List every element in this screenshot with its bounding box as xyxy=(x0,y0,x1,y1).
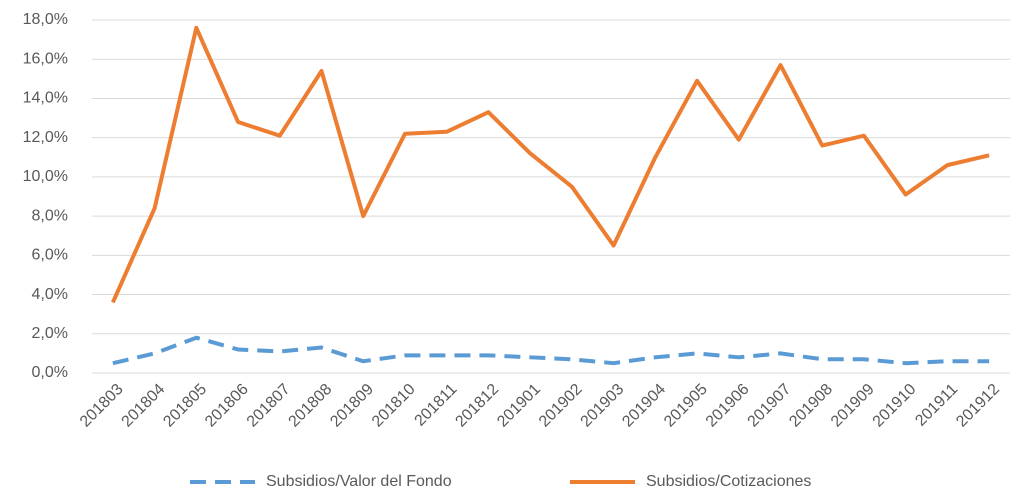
x-tick-label: 201803 xyxy=(77,381,127,431)
y-tick-label: 8,0% xyxy=(32,207,68,224)
x-tick-label: 201908 xyxy=(786,381,836,431)
series-line xyxy=(111,25,990,304)
x-tick-label: 201804 xyxy=(119,381,169,431)
legend-label: Subsidios/Cotizaciones xyxy=(646,473,811,490)
y-tick-label: 2,0% xyxy=(32,325,68,342)
x-tick-label: 201902 xyxy=(536,381,586,431)
x-tick-label: 201805 xyxy=(160,381,210,431)
x-tick-label: 201811 xyxy=(412,381,461,430)
x-tick-label: 201903 xyxy=(578,381,628,431)
y-tick-label: 6,0% xyxy=(32,247,68,264)
x-tick-label: 201907 xyxy=(745,381,795,431)
x-tick-label: 201905 xyxy=(661,381,711,431)
x-tick-label: 201901 xyxy=(494,381,544,431)
legend-label: Subsidios/Valor del Fondo xyxy=(266,473,452,490)
x-tick-label: 201911 xyxy=(912,381,961,430)
x-tick-label: 201912 xyxy=(953,381,1003,431)
x-tick-label: 201812 xyxy=(452,381,502,431)
y-tick-label: 10,0% xyxy=(23,168,68,185)
x-tick-label: 201806 xyxy=(202,381,252,431)
y-tick-label: 0,0% xyxy=(32,364,68,381)
x-tick-label: 201807 xyxy=(244,381,294,431)
x-tick-label: 201809 xyxy=(327,381,377,431)
series-line xyxy=(112,335,990,366)
x-tick-label: 201904 xyxy=(619,381,669,431)
y-tick-label: 16,0% xyxy=(23,50,68,67)
x-tick-label: 201910 xyxy=(870,381,920,431)
y-tick-label: 14,0% xyxy=(23,90,68,107)
y-tick-label: 18,0% xyxy=(23,11,68,28)
x-tick-label: 201810 xyxy=(369,381,419,431)
x-tick-label: 201808 xyxy=(286,381,336,431)
x-tick-label: 201906 xyxy=(703,381,753,431)
y-tick-label: 12,0% xyxy=(23,129,68,146)
x-tick-label: 201909 xyxy=(828,381,878,431)
y-tick-label: 4,0% xyxy=(32,286,68,303)
